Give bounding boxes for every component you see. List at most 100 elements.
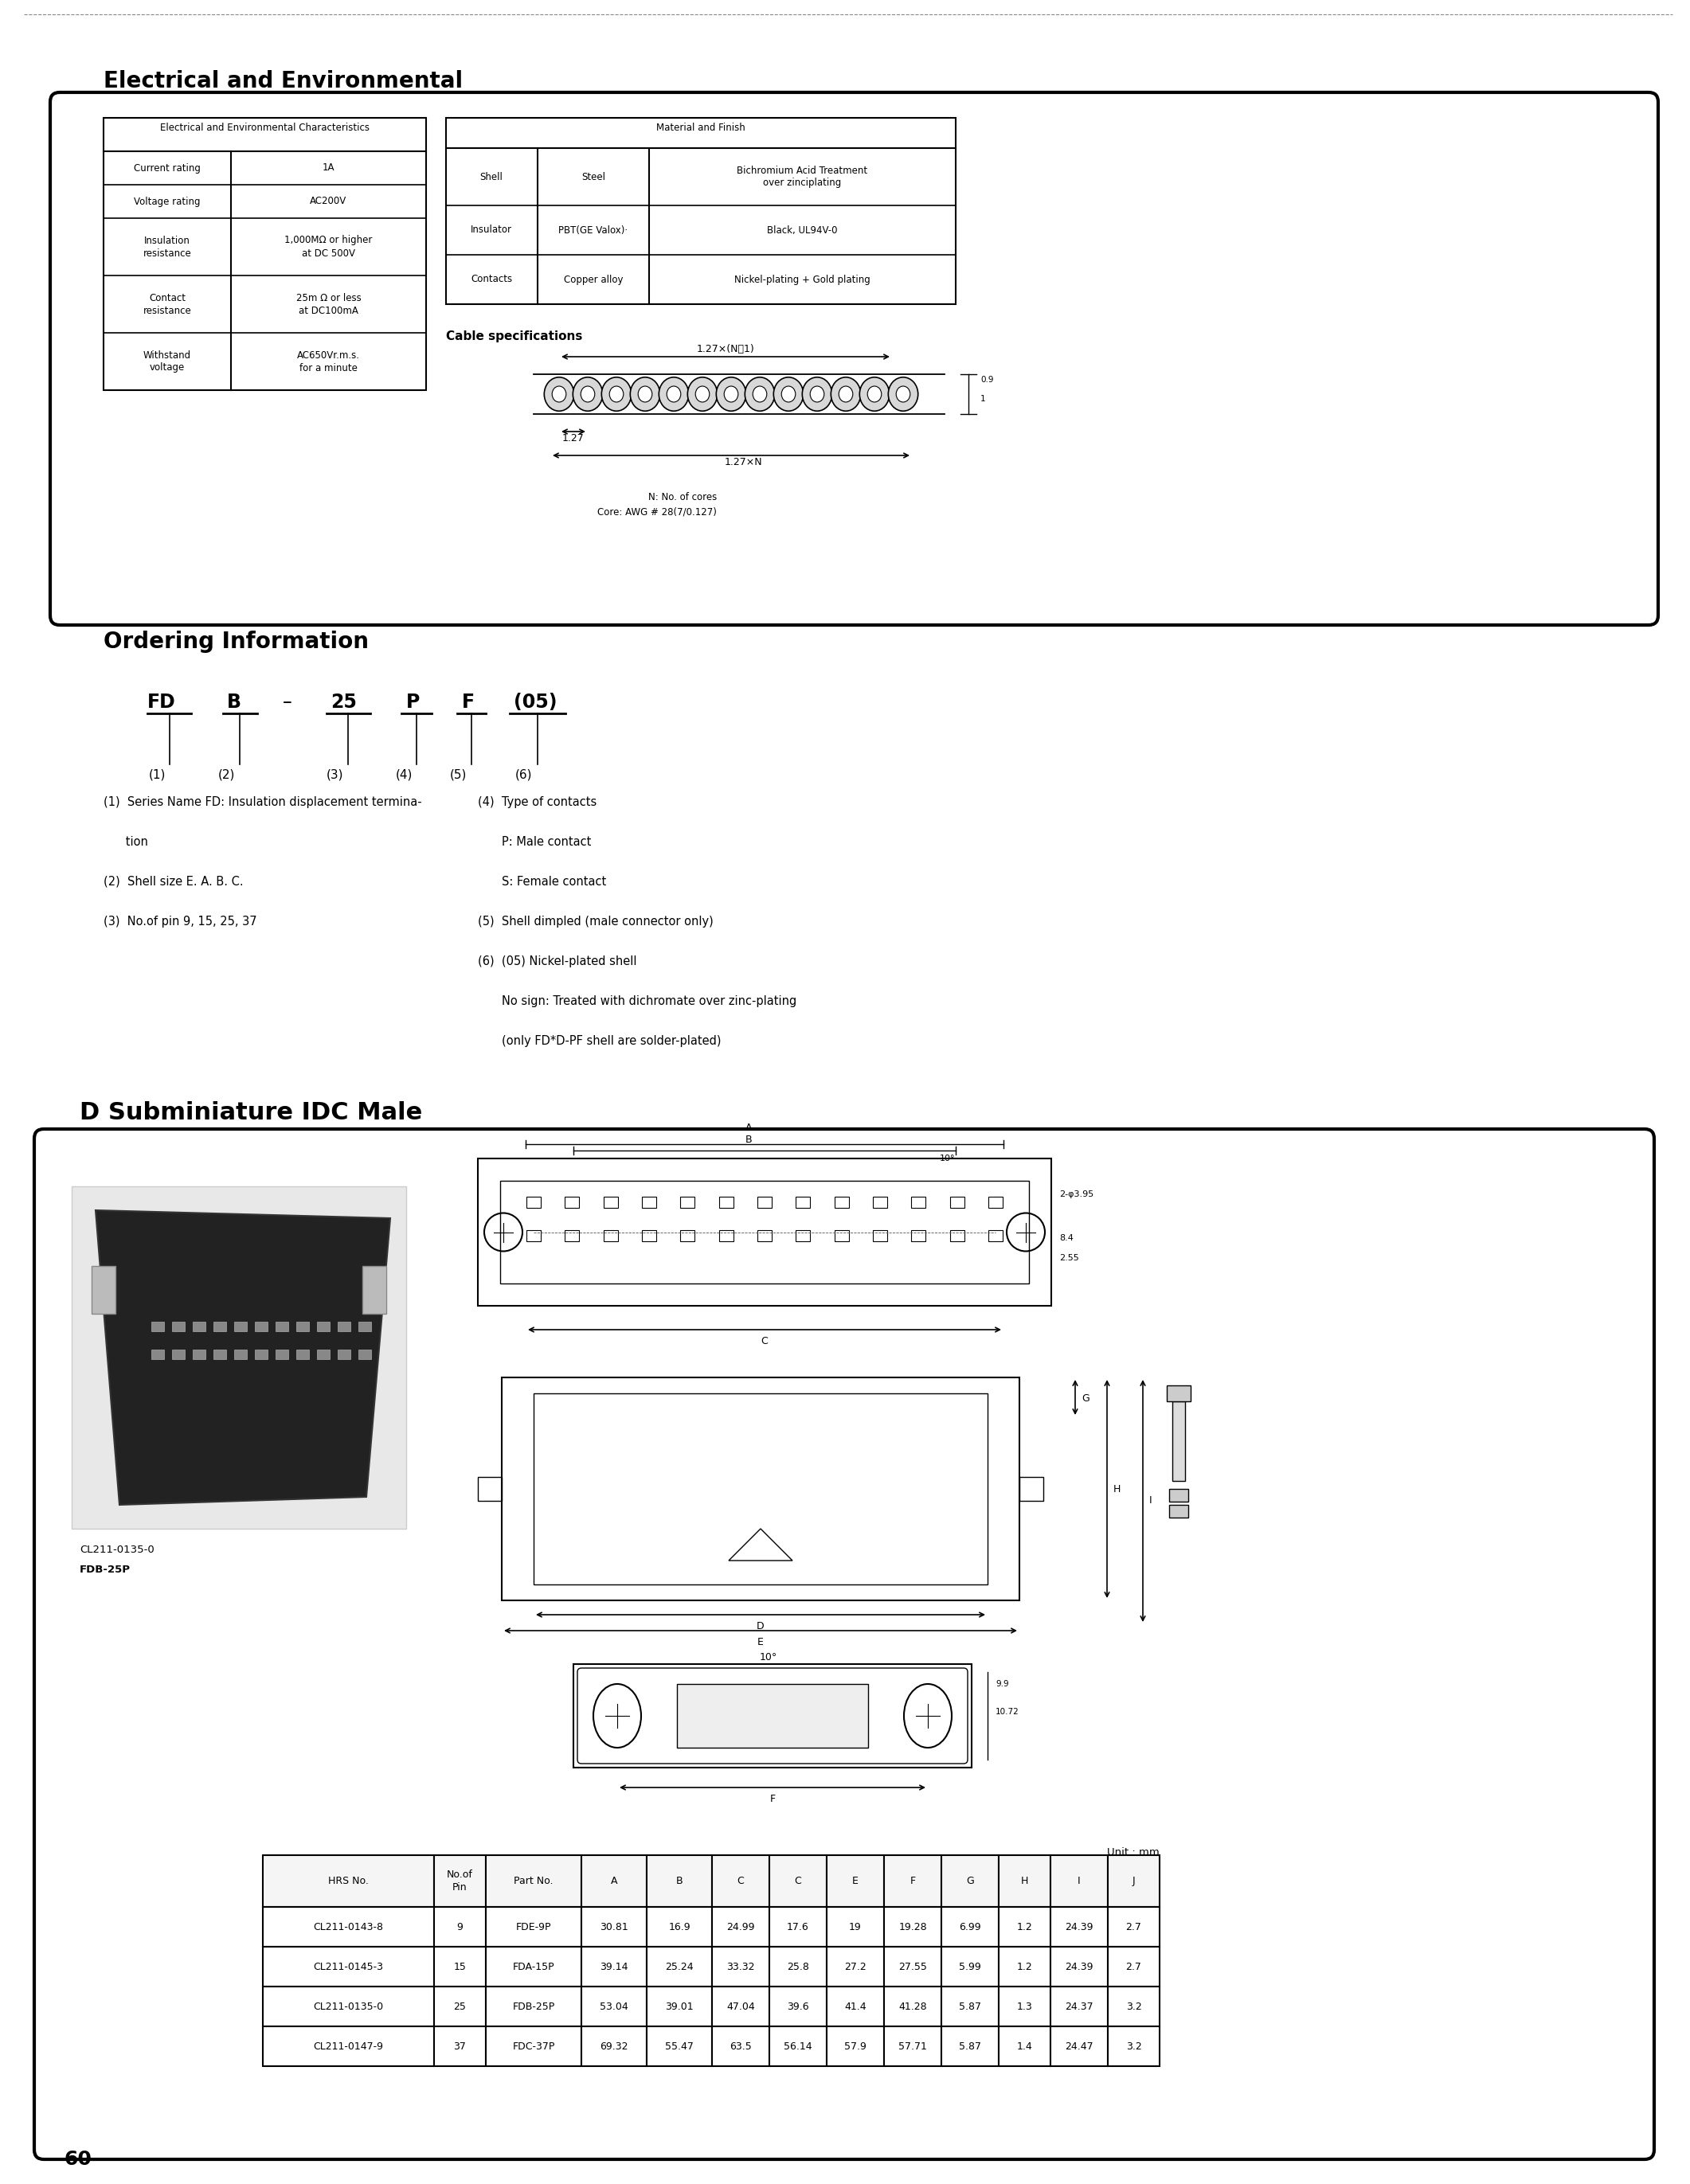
Text: 24.47: 24.47	[1065, 2042, 1093, 2051]
Text: Ordering Information: Ordering Information	[103, 631, 368, 653]
Text: C: C	[737, 1876, 744, 1887]
Text: HRS No.: HRS No.	[328, 1876, 368, 1887]
Bar	[796, 1230, 810, 1241]
Text: 1.2: 1.2	[1017, 1961, 1033, 1972]
Text: 57.9: 57.9	[845, 2042, 867, 2051]
Text: 9.9: 9.9	[995, 1679, 1009, 1688]
Text: FDE-9P: FDE-9P	[515, 1922, 551, 1933]
Ellipse shape	[803, 378, 831, 411]
Bar	[835, 1197, 848, 1208]
Bar	[564, 1197, 580, 1208]
Bar	[573, 1664, 972, 1767]
Text: 55.47: 55.47	[666, 2042, 693, 2051]
Bar	[1051, 1946, 1109, 1987]
FancyBboxPatch shape	[34, 1129, 1655, 2160]
Ellipse shape	[630, 378, 661, 411]
Text: Voltage rating: Voltage rating	[134, 197, 201, 207]
Text: 39.6: 39.6	[788, 2001, 810, 2011]
Bar	[338, 1350, 350, 1358]
Bar	[275, 1321, 289, 1332]
Bar	[1109, 1854, 1159, 1907]
Bar	[581, 1854, 647, 1907]
Text: CL211-0147-9: CL211-0147-9	[313, 2042, 384, 2051]
Bar	[872, 1197, 887, 1208]
Bar	[1109, 2027, 1159, 2066]
Text: (1): (1)	[149, 769, 166, 782]
Ellipse shape	[896, 387, 911, 402]
Bar	[213, 1321, 226, 1332]
Bar	[796, 1197, 810, 1208]
Bar	[711, 1854, 769, 1907]
Ellipse shape	[838, 387, 853, 402]
Bar	[581, 1907, 647, 1946]
Text: 1.27×N: 1.27×N	[723, 456, 762, 467]
Ellipse shape	[544, 378, 575, 411]
Text: Insulator: Insulator	[472, 225, 512, 236]
Text: Shell: Shell	[480, 173, 504, 181]
Bar	[434, 1907, 485, 1946]
Bar	[603, 1230, 619, 1241]
Ellipse shape	[781, 387, 796, 402]
Bar	[884, 1987, 941, 2027]
Text: (2): (2)	[218, 769, 235, 782]
Text: (only FD*D-PF shell are solder-plated): (only FD*D-PF shell are solder-plated)	[502, 1035, 722, 1046]
Bar	[711, 1987, 769, 2027]
Text: 19.28: 19.28	[899, 1922, 926, 1933]
Bar	[296, 1350, 309, 1358]
Bar	[502, 1378, 1019, 1601]
Bar	[358, 1321, 372, 1332]
Text: 25.8: 25.8	[788, 1961, 810, 1972]
Text: 69.32: 69.32	[600, 2042, 629, 2051]
Text: C: C	[794, 1876, 801, 1887]
Bar	[950, 1197, 965, 1208]
Bar	[769, 1946, 826, 1987]
Text: 41.28: 41.28	[899, 2001, 926, 2011]
Bar	[264, 1946, 434, 1987]
Bar	[255, 1321, 267, 1332]
Bar	[718, 1197, 733, 1208]
Text: 24.99: 24.99	[727, 1922, 755, 1933]
Bar	[1019, 1476, 1043, 1500]
Text: B: B	[676, 1876, 683, 1887]
Bar	[91, 1267, 115, 1315]
Text: Steel: Steel	[581, 173, 605, 181]
Text: CL211-0143-8: CL211-0143-8	[313, 1922, 384, 1933]
Text: Contacts: Contacts	[470, 275, 512, 284]
Text: F: F	[769, 1793, 776, 1804]
Ellipse shape	[688, 378, 717, 411]
Text: 56.14: 56.14	[784, 2042, 813, 2051]
Bar	[296, 1321, 309, 1332]
Text: I: I	[1078, 1876, 1080, 1887]
Bar	[884, 1907, 941, 1946]
Bar	[941, 1946, 999, 1987]
Bar	[526, 1197, 541, 1208]
Bar	[581, 1987, 647, 2027]
Bar	[485, 1854, 581, 1907]
Bar	[911, 1230, 926, 1241]
Text: 1A: 1A	[323, 164, 335, 173]
Text: A: A	[610, 1876, 617, 1887]
Text: Electrical and Environmental Characteristics: Electrical and Environmental Characteris…	[161, 122, 370, 133]
Bar	[989, 1230, 1002, 1241]
Bar	[826, 2027, 884, 2066]
Text: Cable specifications: Cable specifications	[446, 330, 583, 343]
Bar	[941, 1987, 999, 2027]
Bar	[534, 1393, 987, 1583]
Text: P: Male contact: P: Male contact	[502, 836, 591, 847]
Ellipse shape	[639, 387, 652, 402]
Bar	[681, 1230, 695, 1241]
Bar	[950, 1230, 965, 1241]
Text: 1.3: 1.3	[1017, 2001, 1033, 2011]
Text: tion: tion	[103, 836, 149, 847]
Bar	[264, 1907, 434, 1946]
Text: G: G	[1082, 1393, 1090, 1404]
Text: 25m Ω or less
at DC100mA: 25m Ω or less at DC100mA	[296, 293, 362, 317]
Bar	[362, 1267, 387, 1315]
Text: (4)  Type of contacts: (4) Type of contacts	[478, 797, 597, 808]
Text: Nickel-plating + Gold plating: Nickel-plating + Gold plating	[735, 275, 870, 284]
Text: 10°: 10°	[760, 1651, 777, 1662]
Text: Current rating: Current rating	[134, 164, 201, 173]
Ellipse shape	[774, 378, 803, 411]
Text: FDB-25P: FDB-25P	[512, 2001, 554, 2011]
Text: 1.2: 1.2	[1017, 1922, 1033, 1933]
